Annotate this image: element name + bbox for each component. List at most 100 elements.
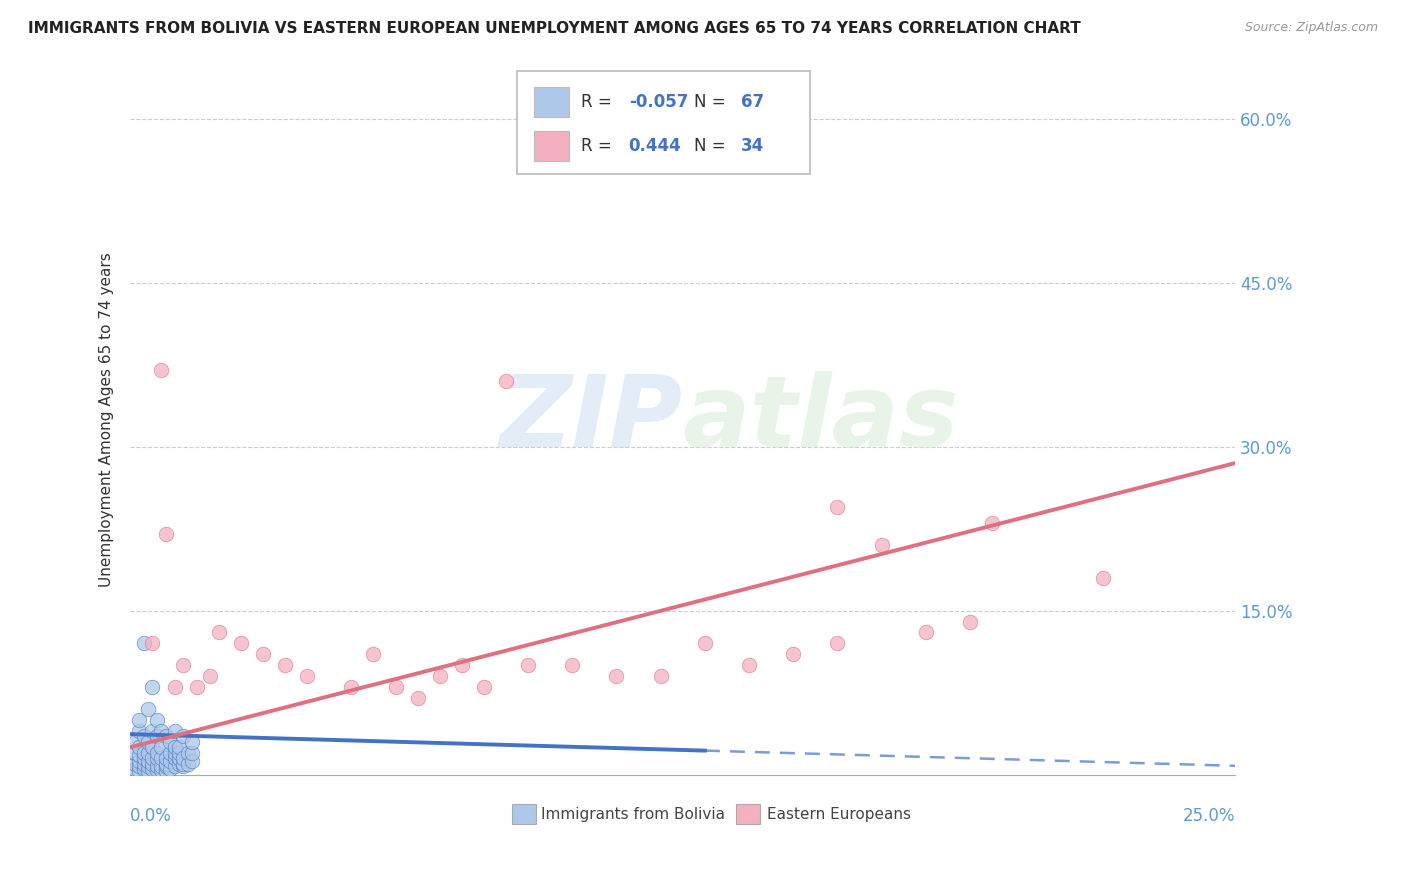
Point [128,755,150,769]
Point [429,669,451,683]
Point [141,723,163,738]
Point [146,746,169,760]
Point [450,658,472,673]
Point [167,740,190,755]
Point [914,625,936,640]
Point [738,658,761,673]
Point [128,713,150,727]
Text: atlas: atlas [683,371,959,467]
Point [159,735,181,749]
Point [172,751,194,765]
Point [155,729,177,743]
Point [172,658,194,673]
Point [472,680,495,694]
Point [172,729,194,743]
Point [495,374,517,388]
Point [136,746,159,760]
Point [870,538,893,552]
Point [155,527,177,541]
Text: N =: N = [693,93,731,111]
Text: R =: R = [581,136,617,155]
Point [141,740,163,755]
Point [198,669,221,683]
Point [124,756,146,771]
Point [146,759,169,773]
Point [167,746,190,760]
Point [128,759,150,773]
Point [128,747,150,762]
Text: IMMIGRANTS FROM BOLIVIA VS EASTERN EUROPEAN UNEMPLOYMENT AMONG AGES 65 TO 74 YEA: IMMIGRANTS FROM BOLIVIA VS EASTERN EUROP… [28,21,1081,36]
Point [136,759,159,773]
Point [517,658,540,673]
Y-axis label: Unemployment Among Ages 65 to 74 years: Unemployment Among Ages 65 to 74 years [100,252,114,587]
Point [163,740,186,755]
Point [132,729,155,743]
Point [172,756,194,771]
Point [406,691,429,706]
Point [561,658,583,673]
FancyBboxPatch shape [517,71,810,174]
Point [124,746,146,760]
Text: Source: ZipAtlas.com: Source: ZipAtlas.com [1244,21,1378,34]
Point [384,680,406,694]
Point [128,740,150,755]
Point [181,746,204,760]
Point [208,625,231,640]
Point [155,751,177,765]
Text: 25.0%: 25.0% [1182,806,1236,824]
Point [136,735,159,749]
Point [150,740,173,755]
Text: 0.444: 0.444 [628,136,682,155]
Point [150,723,173,738]
Point [150,363,173,377]
Text: R =: R = [581,93,617,111]
Point [274,658,297,673]
Point [146,751,169,765]
Point [150,763,173,777]
Point [136,702,159,716]
FancyBboxPatch shape [735,805,761,824]
Text: 67: 67 [741,93,765,111]
Point [163,746,186,760]
Point [159,746,181,760]
Point [150,751,173,765]
Text: 34: 34 [741,136,765,155]
Point [146,729,169,743]
Point [827,500,849,514]
Point [155,764,177,779]
Point [172,759,194,773]
Point [177,756,200,771]
Point [155,759,177,773]
Text: -0.057: -0.057 [628,93,688,111]
Point [693,636,716,650]
Point [150,759,173,773]
Text: ZIP: ZIP [499,371,683,467]
Point [128,723,150,738]
Point [163,759,186,773]
Point [141,756,163,771]
Point [132,746,155,760]
FancyBboxPatch shape [534,87,569,117]
Point [141,751,163,765]
Point [124,762,146,776]
Point [132,756,155,771]
Point [186,680,208,694]
Text: N =: N = [693,136,731,155]
Point [827,636,849,650]
Point [650,669,672,683]
Point [132,636,155,650]
Text: 0.0%: 0.0% [131,806,172,824]
Point [128,764,150,779]
Point [136,755,159,769]
FancyBboxPatch shape [512,805,536,824]
Point [363,648,385,662]
Point [981,516,1004,531]
Point [229,636,252,650]
Point [177,746,200,760]
Point [181,735,204,749]
Point [959,615,981,629]
Point [163,723,186,738]
Point [146,763,169,777]
Text: Immigrants from Bolivia: Immigrants from Bolivia [541,807,725,822]
Text: Eastern Europeans: Eastern Europeans [766,807,911,822]
